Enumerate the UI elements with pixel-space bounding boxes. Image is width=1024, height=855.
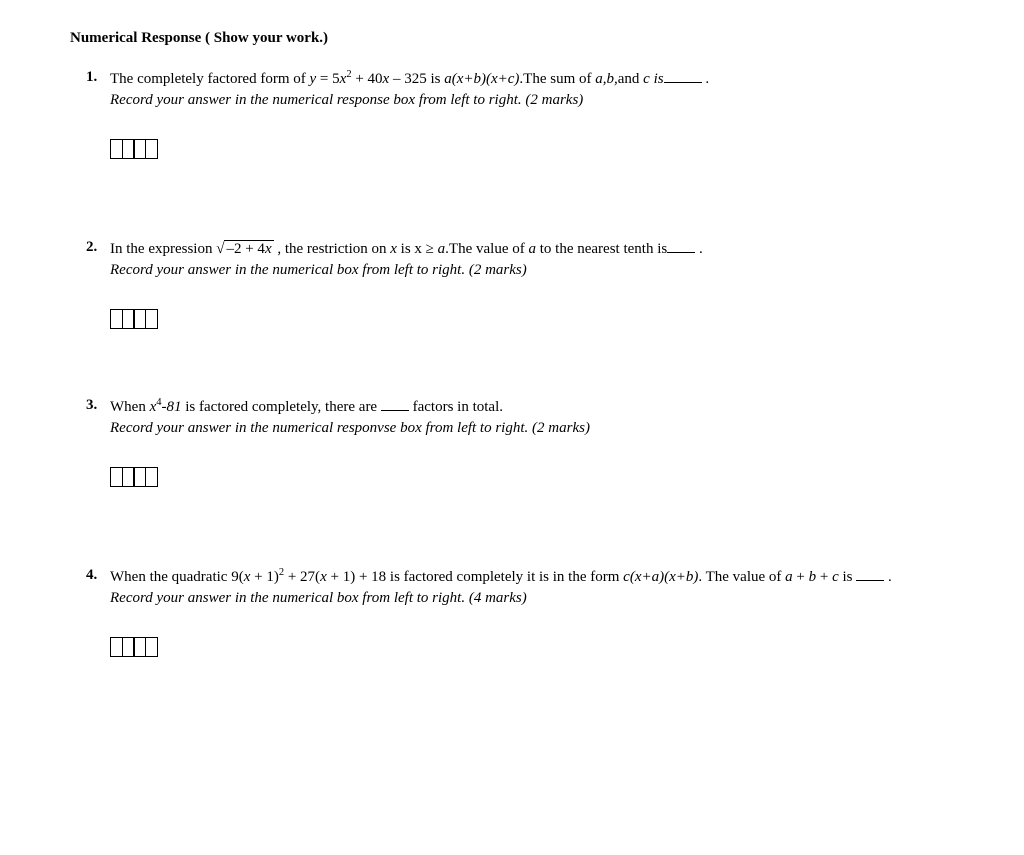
question-text: In the expression √–2 + 4x , the restric… xyxy=(110,239,954,260)
answer-box[interactable] xyxy=(110,467,954,487)
question-number: 3. xyxy=(86,397,97,414)
answer-box[interactable] xyxy=(110,139,954,159)
question-number: 4. xyxy=(86,567,97,584)
question-item: 1.The completely factored form of y = 5x… xyxy=(110,69,954,159)
answer-box-cell[interactable] xyxy=(145,467,158,487)
question-item: 4.When the quadratic 9(x + 1)2 + 27(x + … xyxy=(110,567,954,657)
worksheet-header: Numerical Response ( Show your work.) xyxy=(70,30,954,47)
question-list: 1. The completely factored form of y = 5x… xyxy=(70,69,954,657)
record-instruction: Record your answer in the numerical resp… xyxy=(110,418,954,439)
question-text: When x4-81 is factored completely, there… xyxy=(110,397,954,418)
answer-box[interactable] xyxy=(110,637,954,657)
answer-box-cell[interactable] xyxy=(145,309,158,329)
question-text: The completely factored form of y = 5x2 … xyxy=(110,69,954,90)
answer-box-cell[interactable] xyxy=(145,637,158,657)
answer-box-cell[interactable] xyxy=(145,139,158,159)
question-number: 2. xyxy=(86,239,97,256)
answer-box[interactable] xyxy=(110,309,954,329)
question-text: When the quadratic 9(x + 1)2 + 27(x + 1)… xyxy=(110,567,954,588)
question-number: 1. xyxy=(86,69,97,86)
record-instruction: Record your answer in the numerical box … xyxy=(110,260,954,281)
record-instruction: Record your answer in the numerical resp… xyxy=(110,90,954,111)
question-item: 3.When x4-81 is factored completely, the… xyxy=(110,397,954,487)
question-item: 2.In the expression √–2 + 4x , the restr… xyxy=(110,239,954,329)
record-instruction: Record your answer in the numerical box … xyxy=(110,588,954,609)
